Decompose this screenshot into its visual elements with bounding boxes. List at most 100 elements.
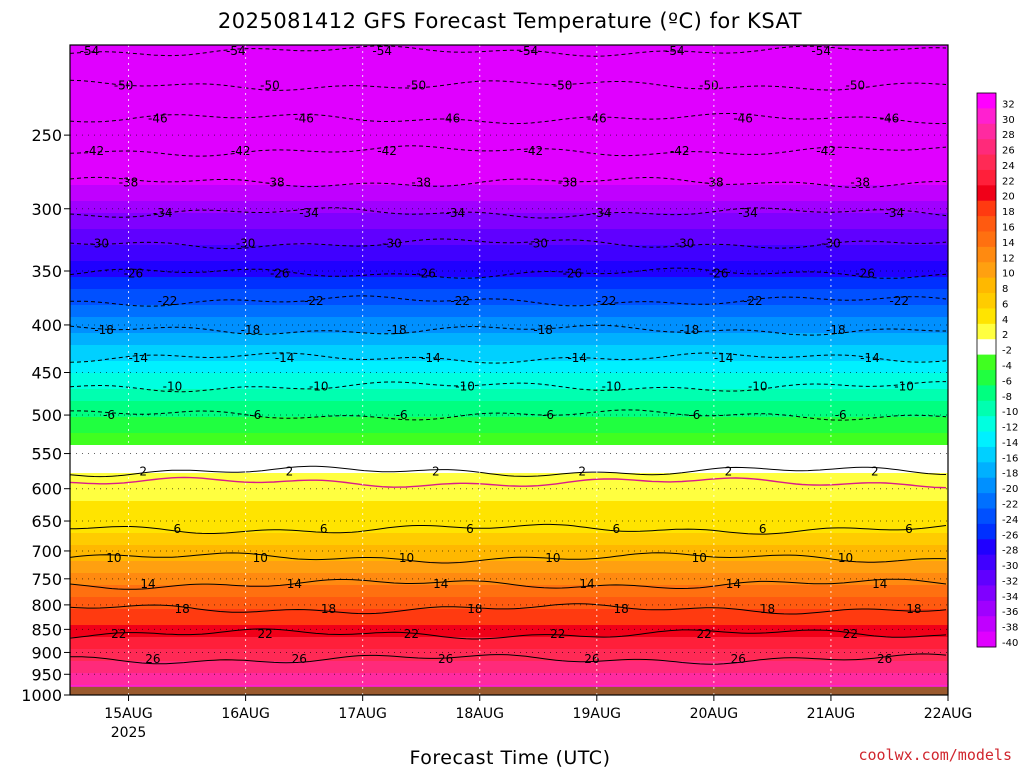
temperature-band (70, 401, 948, 418)
contour-label: 10 (545, 551, 560, 565)
contour-label: 10 (253, 551, 268, 565)
contour-label: -26 (124, 266, 144, 280)
x-tick-sublabel: 2025 (111, 725, 147, 741)
contour-label: -10 (163, 380, 183, 394)
contour-label: 26 (292, 652, 307, 666)
contour-label: -14 (567, 351, 587, 365)
colorbar-swatch (977, 323, 996, 340)
contour-label: -34 (446, 206, 466, 220)
contour-label: 6 (759, 522, 767, 536)
colorbar-swatch (977, 462, 996, 479)
contour-label: -14 (128, 351, 148, 365)
contour-label: -10 (455, 380, 475, 394)
y-tick-label: 750 (31, 570, 62, 589)
colorbar-swatch (977, 354, 996, 371)
colorbar-swatch (977, 370, 996, 386)
contour-label: -42 (816, 144, 836, 158)
colorbar-swatch (977, 339, 996, 356)
contour-label: 6 (905, 522, 913, 536)
contour-label: -34 (299, 206, 319, 220)
contour-line (69, 552, 947, 564)
contour-label: -6 (396, 408, 408, 422)
contour-label: 10 (399, 551, 414, 565)
contour-label: -10 (602, 380, 622, 394)
x-axis: 15AUG 2025 16AUG 17AUG 18AUG 19AUG 20AUG 21AUG 2… (104, 695, 972, 741)
colorbar-swatch (977, 385, 996, 402)
contour-label: -50 (553, 78, 573, 92)
colorbar-swatch (977, 570, 996, 586)
temperature-band (70, 373, 948, 390)
contour-label: -26 (416, 266, 436, 280)
colorbar-label: -18 (1002, 469, 1018, 480)
contour-label: -18 (826, 323, 846, 337)
contour-label: -42 (377, 144, 397, 158)
contour-label: -38 (850, 175, 870, 189)
contour-line (69, 238, 947, 250)
colorbar-swatch (977, 508, 996, 525)
contour-label: 2 (578, 465, 586, 479)
contour-label: 14 (726, 577, 741, 591)
contour-label: 14 (579, 577, 594, 591)
x-tick-label: 22AUG (924, 706, 973, 722)
colorbar-label: -24 (1002, 515, 1018, 526)
colorbar-swatch (977, 216, 996, 232)
colorbar-swatch (977, 477, 996, 494)
contour-label: 22 (696, 627, 711, 641)
contour-label: -6 (103, 408, 115, 422)
temperature-band (70, 261, 948, 278)
temperature-band (70, 305, 948, 318)
contour-label: -34 (738, 206, 758, 220)
contour-label: -50 (699, 78, 719, 92)
contour-label: -46 (733, 112, 753, 126)
contour-label: -18 (387, 323, 407, 337)
contour-label: 14 (287, 577, 302, 591)
colorbar-label: 18 (1002, 207, 1015, 218)
colorbar-swatch (977, 262, 996, 279)
contour-label: 18 (467, 602, 482, 616)
contour-line (69, 653, 947, 665)
contour-label: 2 (286, 465, 294, 479)
contour-label: 26 (731, 652, 746, 666)
contour-label: -14 (714, 351, 734, 365)
contour-label: -6 (835, 408, 847, 422)
colorbar-label: -32 (1002, 576, 1018, 587)
contour-label: -14 (275, 351, 295, 365)
contour-line (69, 523, 947, 535)
colorbar-label: 16 (1002, 223, 1015, 234)
colorbar-swatch (977, 539, 996, 556)
colorbar-swatch (977, 523, 996, 540)
temperature-band (70, 625, 948, 638)
temperature-band (70, 229, 948, 246)
contour-label: 18 (760, 602, 775, 616)
temperature-band (70, 417, 948, 434)
colorbar-swatch (977, 185, 996, 202)
colorbar: 32 30 28 26 24 22 20 18 16 14 12 10 8 6 4 2 -2 -4 -6 -8 -10 -… (976, 92, 1018, 649)
y-tick-label: 1000 (21, 686, 62, 705)
colorbar-swatch (977, 154, 996, 171)
temperature-band (70, 661, 948, 674)
contour-label: -54 (226, 44, 246, 58)
contour-label: -22 (450, 294, 470, 308)
colorbar-label: -8 (1002, 392, 1012, 403)
x-tick-label: 20AUG (690, 706, 739, 722)
temperature-band (70, 445, 948, 474)
contour-label: -38 (119, 175, 139, 189)
contour-label: -54 (811, 44, 831, 58)
contour-label: 10 (106, 551, 121, 565)
contour-label: 26 (584, 652, 599, 666)
contour-label: -26 (709, 266, 729, 280)
colorbar-swatch (977, 139, 996, 155)
colorbar-label: 4 (1002, 315, 1008, 326)
contour-line (69, 465, 947, 478)
contour-label: -50 (260, 78, 280, 92)
colorbar-label: -14 (1002, 438, 1018, 449)
colorbar-label: 10 (1002, 269, 1015, 280)
temperature-band (70, 609, 948, 626)
contour-label: 18 (614, 602, 629, 616)
contour-line (69, 628, 947, 640)
y-tick-label: 950 (31, 665, 62, 684)
colorbar-label: 24 (1002, 161, 1015, 172)
contour-label: 22 (111, 627, 126, 641)
colorbar-frame (976, 92, 997, 648)
colorbar-label: -4 (1002, 361, 1012, 372)
